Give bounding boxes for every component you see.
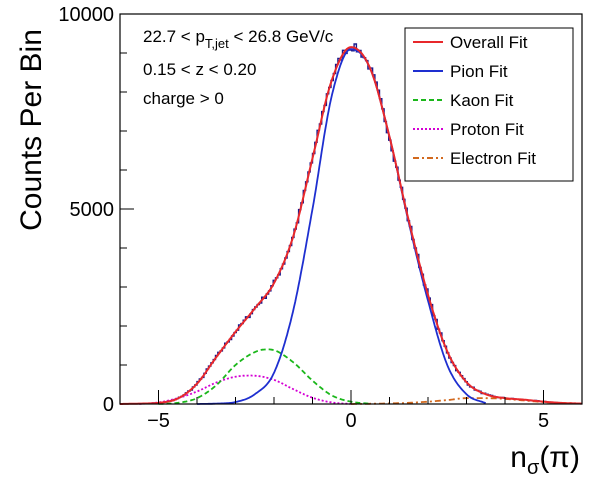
- y-tick-label: 10000: [58, 4, 114, 26]
- legend-box: [404, 27, 574, 182]
- annotation-z-range: 0.15 < z < 0.20: [143, 60, 256, 79]
- x-tick-label: 0: [345, 410, 356, 432]
- x-tick-label: 5: [538, 410, 549, 432]
- series-pion-fit: [197, 48, 487, 405]
- y-axis-title: Counts Per Bin: [15, 29, 48, 231]
- y-tick-label: 5000: [70, 199, 115, 221]
- series-kaon-fit: [158, 348, 371, 405]
- y-tick-label: 0: [103, 394, 114, 416]
- x-axis-title: nσ(π): [510, 441, 580, 475]
- axes: −5 0 5 0 5000 10000: [58, 4, 583, 432]
- legend-label: Pion Fit: [450, 62, 508, 81]
- legend-label: Electron Fit: [450, 149, 536, 168]
- x-tick-label: −5: [147, 410, 170, 432]
- legend: Overall Fit Pion Fit Kaon Fit Proton Fit Ele…: [404, 27, 574, 182]
- legend-label: Proton Fit: [450, 120, 524, 139]
- annotation-charge: charge > 0: [143, 89, 224, 108]
- series-proton-fit: [139, 374, 351, 405]
- legend-label: Overall Fit: [450, 33, 528, 52]
- legend-label: Kaon Fit: [450, 91, 514, 110]
- annotation-pt-range: 22.7 < pT,jet < 26.8 GeV/c: [143, 27, 334, 51]
